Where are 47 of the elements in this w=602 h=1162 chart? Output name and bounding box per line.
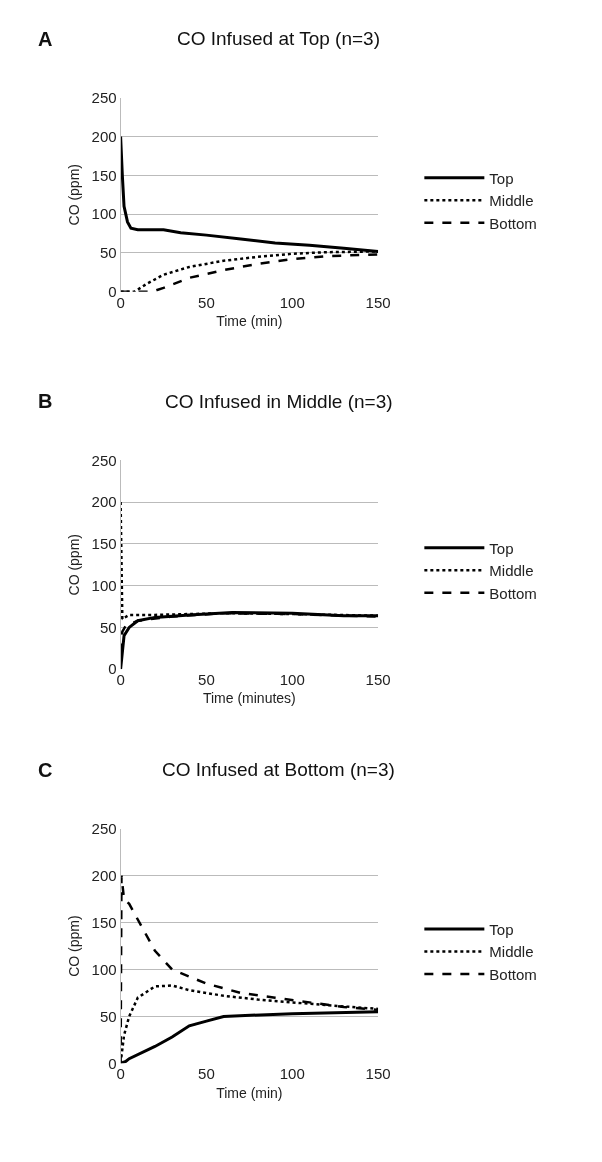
y-tick-label: 200 [91,127,117,145]
legend-label: Middle [489,192,534,210]
legend-label: Top [489,920,514,938]
y-tick-label: 0 [108,1054,117,1072]
y-tick-label: 100 [91,960,117,978]
chart-title: CO Infused at Top (n=3) [177,28,380,49]
x-axis-title: Time (min) [216,1084,283,1101]
legend-label: Bottom [489,584,537,602]
text: B [38,390,53,412]
y-tick-label: 200 [91,866,117,884]
x-tick-label: 100 [279,671,305,689]
legend-label: Bottom [489,965,537,983]
x-tick-label: 100 [279,1065,305,1083]
y-axis-title: CO (ppm) [66,915,83,977]
x-tick-label: 150 [365,1065,391,1083]
y-axis-title: CO (ppm) [66,534,83,596]
text: C [38,759,53,781]
x-tick-label: 150 [365,671,391,689]
legend-label: Top [489,539,514,557]
y-tick-label: 250 [91,820,117,838]
legend-label: Bottom [489,214,537,232]
x-tick-label: 100 [279,293,305,311]
x-axis-title: Time (min) [216,313,283,330]
y-tick-label: 150 [91,166,117,184]
legend-label: Middle [489,562,534,580]
y-tick-label: 50 [99,1007,117,1025]
y-tick-label: 50 [99,618,117,636]
legend-label: Top [489,169,514,187]
y-tick-label: 100 [91,205,117,223]
x-axis-title: Time (minutes) [202,690,296,707]
y-tick-label: 150 [91,913,117,931]
x-tick-label: 50 [198,293,215,311]
y-tick-label: 0 [108,660,117,678]
y-tick-label: 200 [91,493,117,511]
x-tick-label: 150 [365,293,391,311]
x-tick-label: 50 [198,1065,215,1083]
legend-label: Middle [489,943,534,961]
text: A [38,28,53,50]
y-axis-title: CO (ppm) [66,164,83,226]
chart-title: CO Infused at Bottom (n=3) [162,759,395,780]
x-tick-label: 50 [198,671,215,689]
chart-title: CO Infused in Middle (n=3) [165,391,393,412]
y-tick-label: 250 [91,88,117,106]
y-tick-label: 100 [91,576,117,594]
y-tick-label: 50 [99,244,117,262]
y-tick-label: 250 [91,451,117,469]
y-tick-label: 150 [91,535,117,553]
